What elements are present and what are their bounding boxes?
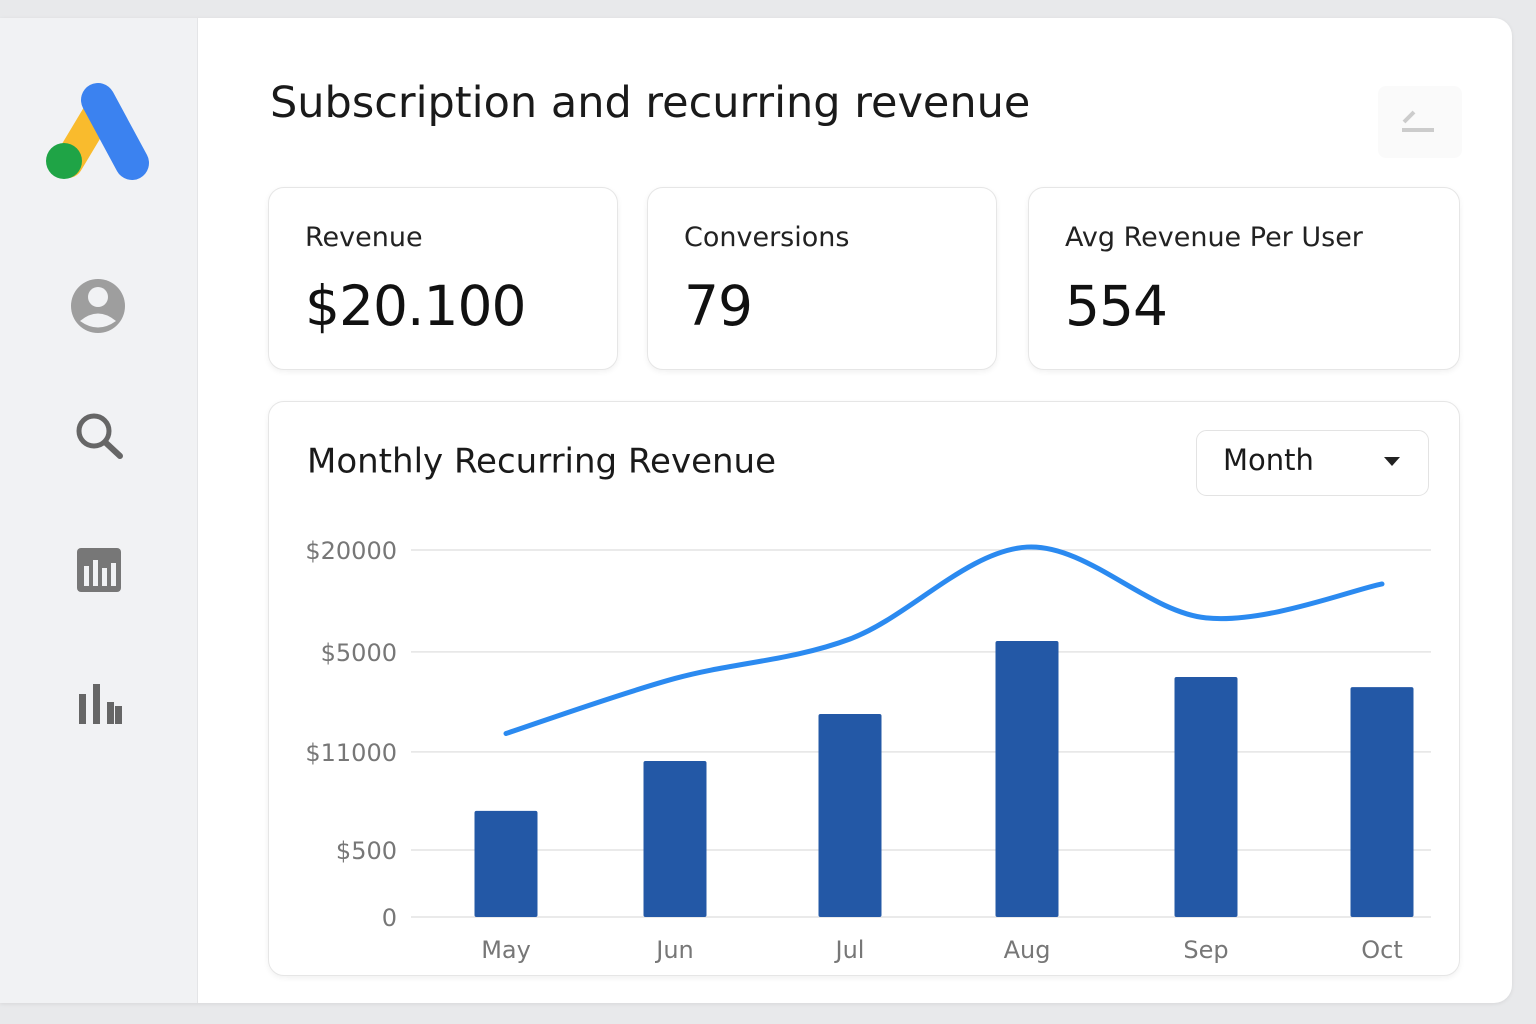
y-tick-label: $20000 xyxy=(305,537,397,565)
kpi-value: 79 xyxy=(684,274,753,338)
chart-card: Monthly Recurring Revenue Month 0 $500 $11… xyxy=(268,401,1460,976)
period-dropdown[interactable]: Month xyxy=(1196,430,1429,496)
chart-title: Monthly Recurring Revenue xyxy=(307,442,776,482)
kpi-value: $20.100 xyxy=(305,274,526,338)
bar xyxy=(995,641,1059,917)
x-tick-label: Oct xyxy=(1361,936,1403,964)
y-tick-label: $11000 xyxy=(305,739,397,767)
page-title: Subscription and recurring revenue xyxy=(270,78,1031,128)
profile-icon[interactable] xyxy=(71,279,125,333)
search-icon[interactable] xyxy=(76,413,123,459)
x-tick-label: Jun xyxy=(654,936,694,964)
x-tick-label: Sep xyxy=(1183,936,1228,964)
bar xyxy=(818,714,882,917)
kpi-value: 554 xyxy=(1065,274,1168,338)
kpi-card: Conversions 79 xyxy=(647,187,997,370)
bar xyxy=(1350,687,1414,917)
kpi-card: Avg Revenue Per User 554 xyxy=(1028,187,1460,370)
kpi-label: Revenue xyxy=(305,222,423,253)
bar xyxy=(643,761,707,917)
bar xyxy=(1174,676,1238,917)
x-tick-label: May xyxy=(481,936,531,964)
stats-icon[interactable] xyxy=(79,684,122,724)
kpi-label: Avg Revenue Per User xyxy=(1065,222,1363,253)
x-tick-label: Jul xyxy=(834,936,865,964)
logo xyxy=(46,83,149,180)
chart: Monthly Recurring Revenue Month 0 $500 $11… xyxy=(305,430,1431,964)
sidebar xyxy=(0,18,198,1003)
kpi-label: Conversions xyxy=(684,222,850,253)
bar xyxy=(474,810,538,917)
dropdown-label: Month xyxy=(1223,443,1314,477)
kpi-card: Revenue $20.100 xyxy=(268,187,618,370)
report-icon[interactable] xyxy=(77,548,121,592)
edit-button[interactable] xyxy=(1378,86,1462,158)
y-tick-label: $5000 xyxy=(321,639,397,667)
line xyxy=(503,544,1385,736)
app-window: Subscription and recurring revenue Reven… xyxy=(0,18,1512,1003)
y-tick-label: $500 xyxy=(336,837,397,865)
sidebar-icons xyxy=(46,83,149,724)
x-tick-label: Aug xyxy=(1004,936,1051,964)
y-tick-label: 0 xyxy=(382,904,397,932)
